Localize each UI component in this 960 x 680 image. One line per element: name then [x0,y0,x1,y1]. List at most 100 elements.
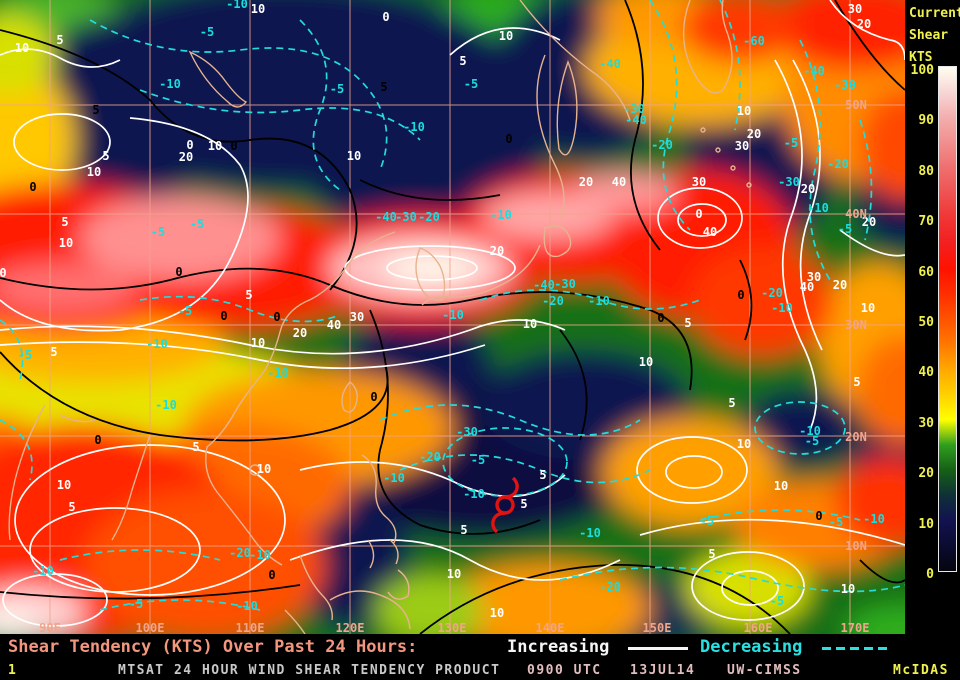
graticule-label: 140E [535,621,565,634]
graticule-label: 120E [335,621,365,634]
contour-label: -20 [651,138,673,152]
contour-label: -5 [329,82,345,96]
tropical-cyclone-symbol [491,477,519,533]
contour-label: 0 [230,139,238,153]
contour-label: -5 [463,77,479,91]
contour-label: 5 [192,440,200,454]
contour-label: -5 [699,514,715,528]
contour-label: -10 [383,471,405,485]
contour-label: -10 [799,424,821,438]
contour-label: 30 [847,2,863,16]
contour-label: -30 [395,210,417,224]
colorbar-tick-label: 90 [918,113,934,129]
contour-label: -30 [623,102,645,116]
colorbar-legend: Current Shear KTS 100 90 80 70 60 50 40 30 20 10 0 [905,0,960,680]
graticule-lines [0,0,905,634]
contour-label: 40 [799,280,815,294]
contour-label: -20 [542,294,564,308]
contour-label: -20 [761,286,783,300]
graticule-label: 100E [135,621,165,634]
contour-label: 5 [61,215,69,229]
graticule-label: 20N [845,430,867,444]
contour-label: 10 [346,149,362,163]
contour-label: 0 [815,509,823,523]
tendency-title: Shear Tendency (KTS) Over Past 24 Hours: [8,637,418,657]
contour-label: -10 [146,337,168,351]
graticule-label: 90E [39,621,61,634]
contour-label: -20 [418,210,440,224]
contour-label: -5 [783,136,799,150]
contour-label: 10 [498,29,514,43]
contour-label: -5 [177,304,193,318]
contour-label: 0 [175,265,183,279]
colorbar-tick-label: 30 [918,415,934,431]
contour-label: 30 [349,310,365,324]
contour-label: 10 [773,479,789,493]
contour-label: 5 [708,547,716,561]
contour-label: 0 [94,433,102,447]
contour-label: 5 [520,497,528,511]
shear-field-svg [0,0,905,634]
contour-label: -10 [771,301,793,315]
contour-label: 40 [702,225,718,239]
contour-label: 40 [611,175,627,189]
contour-label: -40 [533,278,555,292]
contour-label: 0 [220,309,228,323]
contour-label: 5 [459,54,467,68]
colorbar-tick-label: 100 [910,63,934,78]
contour-label: 10 [250,336,266,350]
contour-label: 5 [56,33,64,47]
contour-label: 40 [326,318,342,332]
graticule-label: 170E [840,621,870,634]
graticule-label: 110E [235,621,265,634]
graticule-label: 10N [845,539,867,553]
contour-label: -5 [769,594,785,608]
contour-label: 5 [50,345,58,359]
contour-label: 0 [382,10,390,24]
contour-label: -5 [128,597,144,611]
legend-title-line2: Shear [909,28,949,43]
shear-color-field [0,0,905,634]
graticule-label: 160E [743,621,773,634]
contour-label: 10 [58,236,74,250]
contour-label: -30 [834,78,856,92]
colorbar-tick-label: 70 [918,214,934,230]
contour-label: -40 [375,210,397,224]
contour-label: 0 [186,138,194,152]
contour-label: 10 [256,462,272,476]
contour-label: -5 [199,25,215,39]
contour-label: -30 [778,175,800,189]
contour-label: 10 [56,478,72,492]
contour-label: 5 [92,103,100,117]
contour-label: 0 [505,132,513,146]
contour-label: -40 [599,57,621,71]
contour-label: 20 [832,278,848,292]
graticule-label: 150E [642,621,672,634]
contour-label: 5 [102,149,110,163]
contour-label: -10 [463,487,485,501]
contour-label: 20 [578,175,594,189]
contour-label: 10 [446,567,462,581]
contour-label: -5 [17,348,33,362]
colorbar-tick-label: 20 [918,466,934,482]
legend-title-line3: KTS [909,50,933,65]
contour-label: 20 [178,150,194,164]
contour-label: 20 [800,182,816,196]
status-bar: 1 MTSAT 24 HOUR WIND SHEAR TENDENCY PROD… [0,660,960,680]
contour-label: -20 [599,580,621,594]
contour-label: -60 [743,34,765,48]
contour-label: -5 [828,515,844,529]
contour-label: 0 [273,310,281,324]
contour-label: 10 [250,2,266,16]
contour-label: -5 [470,453,486,467]
data-source: UW-CIMSS [727,663,802,678]
contour-label: 20 [489,244,505,258]
decreasing-dashed-line-sample [822,647,888,650]
contour-label: 5 [684,316,692,330]
colorbar-tick-label: 10 [918,516,934,532]
contour-label: -40 [625,113,647,127]
contour-label: 10 [840,582,856,596]
contour-label: -10 [403,120,425,134]
graticule-label: 130E [437,621,467,634]
